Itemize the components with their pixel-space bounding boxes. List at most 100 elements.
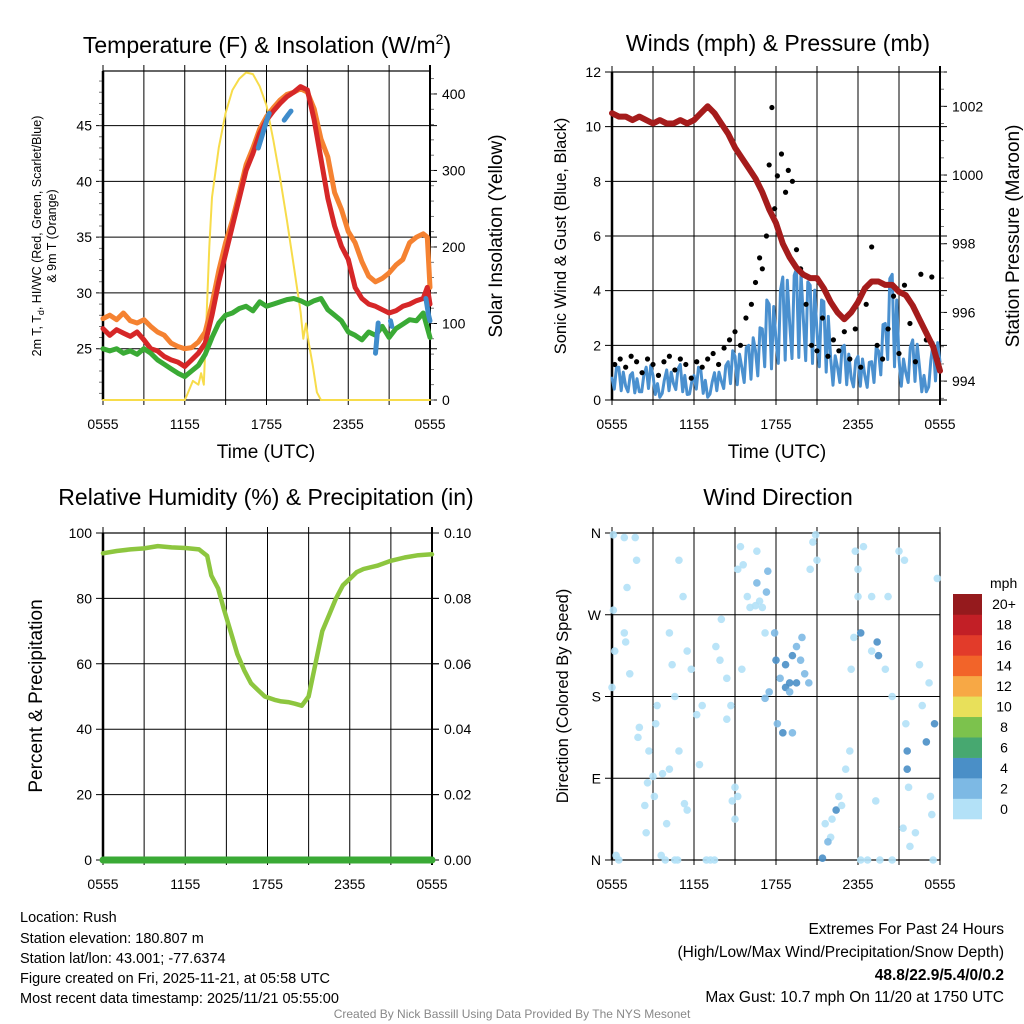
gust-point bbox=[726, 337, 733, 343]
gust-point bbox=[896, 350, 902, 357]
gust-point bbox=[774, 173, 780, 179]
gust-point bbox=[874, 342, 880, 348]
wind-direction-point bbox=[930, 719, 939, 728]
wind-direction-point bbox=[631, 533, 640, 542]
gust-point bbox=[830, 337, 837, 343]
wind-y-axis-label: Sonic Wind & Gust (Blue, Black) bbox=[552, 118, 570, 355]
gust-point bbox=[819, 315, 826, 321]
chart-panel-3: N E S W N 0555 1155 1755 2355 0555 bbox=[588, 525, 956, 892]
wind-direction-point bbox=[873, 638, 881, 646]
gust-point bbox=[836, 348, 842, 354]
wind-direction-point bbox=[755, 597, 764, 605]
x-tick-label: 0555 bbox=[416, 876, 447, 892]
wind-direction-point bbox=[835, 792, 843, 801]
wind-direction-point bbox=[632, 556, 641, 565]
wind-direction-point bbox=[933, 574, 942, 583]
wind-direction-point bbox=[854, 592, 862, 601]
wind-direction-point bbox=[653, 701, 661, 710]
wind-direction-point bbox=[899, 824, 907, 833]
wind-direction-point bbox=[770, 629, 779, 637]
y-tick-label: 0 bbox=[593, 392, 601, 408]
plot-area bbox=[99, 543, 436, 864]
windchill-segment bbox=[255, 110, 272, 151]
gust-point bbox=[639, 370, 645, 376]
colorbar-swatch bbox=[953, 716, 982, 738]
extremes-fields: (High/Low/Max Wind/Precipitation/Snow De… bbox=[678, 944, 1005, 961]
wind-direction-point bbox=[776, 674, 784, 683]
wind-direction-point bbox=[902, 719, 910, 728]
gust-point bbox=[814, 348, 820, 354]
wind-direction-point bbox=[662, 819, 671, 828]
wind-direction-point bbox=[881, 665, 890, 674]
elevation-text: Station elevation: 180.807 m bbox=[20, 931, 204, 947]
gust-point bbox=[737, 342, 744, 348]
gust-point bbox=[852, 326, 858, 332]
wind-direction-point bbox=[642, 828, 650, 837]
plot-area bbox=[608, 531, 942, 864]
wind-direction-point bbox=[867, 592, 876, 601]
right-tick-label: 100 bbox=[442, 315, 466, 331]
temperature-x-axis-label: Time (UTC) bbox=[217, 442, 316, 463]
gust-point bbox=[612, 361, 618, 368]
gust-point bbox=[623, 364, 629, 370]
wind-direction-point bbox=[867, 647, 876, 655]
wind-direction-point bbox=[610, 647, 619, 655]
y-tick-label: 40 bbox=[76, 721, 92, 737]
wind-direction-point bbox=[846, 747, 854, 755]
max-gust-text: Max Gust: 10.7 mph On 11/20 at 1750 UTC bbox=[705, 989, 1004, 1006]
gust-point bbox=[912, 359, 919, 365]
right-tick-label: 1000 bbox=[952, 167, 983, 183]
solar-y-axis-label: Solar Insolation (Yellow) bbox=[486, 134, 507, 337]
gust-point bbox=[628, 353, 634, 359]
winds-x-axis-label: Time (UTC) bbox=[728, 442, 827, 463]
y-tick-label: 100 bbox=[69, 525, 93, 541]
wind-direction-point bbox=[683, 647, 691, 655]
wind-direction-point bbox=[657, 851, 665, 860]
gust-point bbox=[863, 301, 869, 307]
location-text: Location: Rush bbox=[20, 910, 117, 926]
gust-point bbox=[710, 350, 716, 357]
wind-direction-point bbox=[731, 783, 739, 792]
x-tick-label: 1155 bbox=[679, 416, 709, 432]
gust-point bbox=[644, 356, 651, 362]
right-tick-label: 300 bbox=[442, 162, 466, 178]
wind-direction-point bbox=[850, 633, 858, 642]
colorbar-level-label: 16 bbox=[996, 637, 1012, 653]
gust-point bbox=[634, 359, 640, 365]
y-tick-label: 45 bbox=[76, 118, 92, 134]
wind-direction-point bbox=[675, 747, 683, 755]
colorbar-swatch bbox=[953, 655, 982, 677]
wind-direction-point bbox=[779, 729, 787, 737]
y-tick-label: E bbox=[592, 770, 601, 786]
colorbar-swatch bbox=[953, 675, 982, 697]
wind-direction-point bbox=[871, 797, 880, 805]
wind-direction-point bbox=[818, 854, 827, 862]
colorbar-level-label: 8 bbox=[1000, 719, 1008, 735]
wind-direction-point bbox=[687, 665, 696, 674]
wind-direction-point bbox=[673, 856, 682, 864]
plot-area bbox=[100, 71, 433, 401]
wind-direction-point bbox=[668, 660, 676, 669]
wind-direction-point bbox=[731, 815, 739, 823]
x-tick-label: 1155 bbox=[679, 876, 709, 892]
right-tick-label: 0.02 bbox=[444, 787, 471, 803]
chart-panel-0: 25 30 35 40 45 0 100 200 300 400 0555 1155 1755 2355 0… bbox=[76, 65, 466, 432]
gust-point bbox=[847, 356, 853, 362]
colorbar-level-label: 18 bbox=[996, 617, 1012, 633]
wind-direction-point bbox=[634, 733, 642, 742]
credit-text: Created By Nick Bassill Using Data Provi… bbox=[334, 1007, 691, 1021]
gust-point bbox=[890, 293, 897, 299]
y-tick-label: N bbox=[591, 852, 601, 868]
wind-direction-point bbox=[929, 856, 937, 864]
y-tick-label: 2 bbox=[593, 337, 601, 353]
wind-direction-point bbox=[847, 665, 855, 674]
colorbar-swatch bbox=[953, 798, 982, 820]
wind-direction-point bbox=[608, 683, 616, 692]
solar-insolation-line bbox=[102, 71, 431, 401]
right-tick-label: 0.00 bbox=[444, 852, 471, 868]
y-tick-label: 10 bbox=[585, 119, 601, 135]
wind-direction-point bbox=[695, 760, 704, 769]
y-tick-label: 60 bbox=[76, 656, 92, 672]
wind-direction-point bbox=[813, 556, 821, 565]
wind-direction-point bbox=[903, 765, 911, 773]
